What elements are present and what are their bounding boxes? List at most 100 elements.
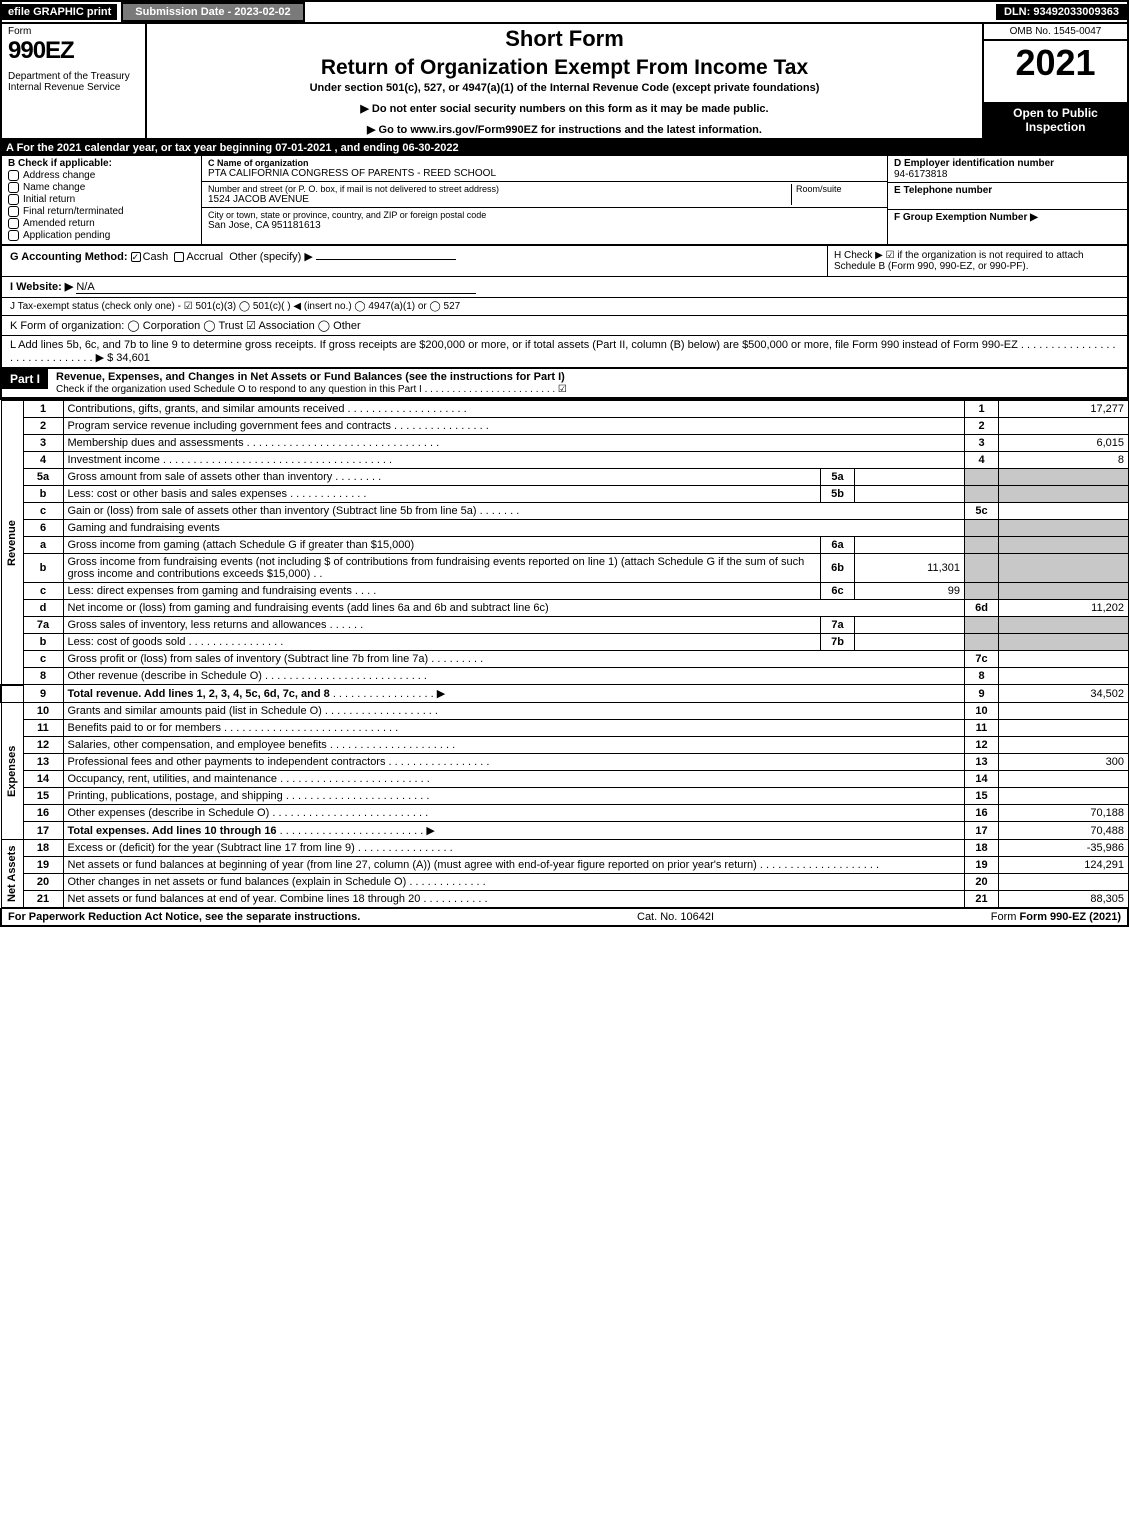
section-h: H Check ▶ ☑ if the organization is not r…: [827, 246, 1127, 276]
l15-desc: Printing, publications, postage, and shi…: [68, 790, 283, 802]
l14-desc: Occupancy, rent, utilities, and maintena…: [68, 773, 278, 785]
section-def: D Employer identification number 94-6173…: [887, 156, 1127, 244]
title-main: Return of Organization Exempt From Incom…: [155, 56, 974, 80]
chk-application-pending[interactable]: Application pending: [8, 230, 195, 241]
inspection-badge: Open to Public Inspection: [984, 102, 1127, 138]
note-link-text[interactable]: ▶ Go to www.irs.gov/Form990EZ for instru…: [367, 124, 762, 136]
phone-label: E Telephone number: [894, 185, 1121, 196]
header-left: Form 990EZ Department of the Treasury In…: [2, 24, 147, 138]
l17-rv: 70,488: [999, 822, 1129, 840]
expenses-sidelabel: Expenses: [1, 703, 23, 840]
l7b-desc: Less: cost of goods sold: [68, 636, 186, 648]
l19-rv: 124,291: [999, 857, 1129, 874]
footer-right: Form Form 990-EZ (2021): [991, 911, 1121, 923]
efile-label[interactable]: efile GRAPHIC print: [2, 4, 117, 20]
org-name: PTA CALIFORNIA CONGRESS OF PARENTS - REE…: [208, 168, 881, 179]
l7c-desc: Gross profit or (loss) from sales of inv…: [68, 653, 429, 665]
room-label: Room/suite: [796, 184, 881, 194]
chk-final-return[interactable]: Final return/terminated: [8, 206, 195, 217]
form-header: Form 990EZ Department of the Treasury In…: [0, 24, 1129, 140]
l10-desc: Grants and similar amounts paid (list in…: [68, 705, 322, 717]
l17-desc: Total expenses. Add lines 10 through 16: [68, 825, 277, 837]
l21-desc: Net assets or fund balances at end of ye…: [68, 893, 421, 905]
l5b-desc: Less: cost or other basis and sales expe…: [68, 488, 288, 500]
l8-desc: Other revenue (describe in Schedule O): [68, 670, 262, 682]
addr-label: Number and street (or P. O. box, if mail…: [208, 184, 791, 194]
ein-value: 94-6173818: [894, 169, 1121, 180]
website-label: I Website: ▶: [10, 281, 73, 293]
l19-desc: Net assets or fund balances at beginning…: [68, 859, 757, 871]
g-label: G Accounting Method:: [10, 251, 128, 263]
chk-address-change[interactable]: Address change: [8, 170, 195, 181]
page-footer: For Paperwork Reduction Act Notice, see …: [0, 908, 1129, 927]
l4-desc: Investment income: [68, 454, 160, 466]
chk-name-change[interactable]: Name change: [8, 182, 195, 193]
l6d-desc: Net income or (loss) from gaming and fun…: [68, 602, 549, 614]
section-k: K Form of organization: ◯ Corporation ◯ …: [2, 316, 1127, 336]
part1-title: Revenue, Expenses, and Changes in Net As…: [56, 371, 565, 383]
section-b-title: B Check if applicable:: [8, 158, 195, 169]
city-label: City or town, state or province, country…: [208, 210, 881, 220]
l6c-desc: Less: direct expenses from gaming and fu…: [68, 585, 352, 597]
section-l-text: L Add lines 5b, 6c, and 7b to line 9 to …: [10, 339, 1116, 364]
l6b-desc: Gross income from fundraising events (no…: [68, 556, 805, 580]
l18-desc: Excess or (deficit) for the year (Subtra…: [68, 842, 355, 854]
section-i: I Website: ▶ N/A: [2, 277, 1127, 298]
line-a-text: A For the 2021 calendar year, or tax yea…: [6, 142, 459, 154]
l2-desc: Program service revenue including govern…: [68, 420, 391, 432]
l18-rv: -35,986: [999, 840, 1129, 857]
part1-header: Part I Revenue, Expenses, and Changes in…: [0, 369, 1129, 400]
dln-number: DLN: 93492033009363: [996, 4, 1127, 20]
l1-rv: 17,277: [999, 401, 1129, 418]
header-center: Short Form Return of Organization Exempt…: [147, 24, 982, 138]
l9-desc: Total revenue. Add lines 1, 2, 3, 4, 5c,…: [68, 688, 330, 700]
chk-accrual[interactable]: [174, 252, 184, 262]
l11-desc: Benefits paid to or for members: [68, 722, 221, 734]
street-address: 1524 JACOB AVENUE: [208, 194, 791, 205]
note-ssn: ▶ Do not enter social security numbers o…: [155, 102, 974, 115]
identity-block: B Check if applicable: Address change Na…: [0, 156, 1129, 246]
l13-desc: Professional fees and other payments to …: [68, 756, 386, 768]
top-bar: efile GRAPHIC print Submission Date - 20…: [0, 0, 1129, 24]
l6d-rv: 11,202: [999, 600, 1129, 617]
l6b-mv: 11,301: [855, 554, 965, 583]
l3-desc: Membership dues and assessments: [68, 437, 244, 449]
gh-block: G Accounting Method: Cash Accrual Other …: [0, 246, 1129, 369]
section-b: B Check if applicable: Address change Na…: [2, 156, 202, 244]
section-g: G Accounting Method: Cash Accrual Other …: [2, 246, 827, 276]
department-label: Department of the Treasury Internal Reve…: [8, 71, 139, 93]
l5a-desc: Gross amount from sale of assets other t…: [68, 471, 333, 483]
chk-amended-return[interactable]: Amended return: [8, 218, 195, 229]
gross-receipts: 34,601: [116, 352, 150, 364]
l12-desc: Salaries, other compensation, and employ…: [68, 739, 327, 751]
ein-label: D Employer identification number: [894, 158, 1121, 169]
l20-desc: Other changes in net assets or fund bala…: [68, 876, 407, 888]
section-c: C Name of organization PTA CALIFORNIA CO…: [202, 156, 887, 244]
l16-rv: 70,188: [999, 805, 1129, 822]
omb-number: OMB No. 1545-0047: [984, 24, 1127, 41]
l1-desc: Contributions, gifts, grants, and simila…: [68, 403, 345, 415]
netassets-sidelabel: Net Assets: [1, 840, 23, 908]
chk-initial-return[interactable]: Initial return: [8, 194, 195, 205]
submission-date: Submission Date - 2023-02-02: [121, 2, 304, 22]
footer-left: For Paperwork Reduction Act Notice, see …: [8, 911, 360, 923]
title-short-form: Short Form: [155, 26, 974, 52]
section-l: L Add lines 5b, 6c, and 7b to line 9 to …: [2, 336, 1127, 367]
city-state-zip: San Jose, CA 951181613: [208, 220, 881, 231]
revenue-sidelabel: Revenue: [1, 401, 23, 685]
l6-desc: Gaming and fundraising events: [63, 520, 965, 537]
l9-rv: 34,502: [999, 685, 1129, 703]
l6c-mv: 99: [855, 583, 965, 600]
footer-catno: Cat. No. 10642I: [637, 911, 714, 923]
tax-year: 2021: [984, 41, 1127, 102]
subtitle: Under section 501(c), 527, or 4947(a)(1)…: [155, 82, 974, 94]
note-link: ▶ Go to www.irs.gov/Form990EZ for instru…: [155, 123, 974, 136]
l3-rv: 6,015: [999, 435, 1129, 452]
line-a: A For the 2021 calendar year, or tax yea…: [0, 140, 1129, 156]
chk-cash[interactable]: [131, 252, 141, 262]
header-right: OMB No. 1545-0047 2021 Open to Public In…: [982, 24, 1127, 138]
group-exemption-label: F Group Exemption Number ▶: [894, 212, 1121, 223]
l5c-desc: Gain or (loss) from sale of assets other…: [68, 505, 477, 517]
l1-rn: 1: [965, 401, 999, 418]
l21-rv: 88,305: [999, 891, 1129, 908]
